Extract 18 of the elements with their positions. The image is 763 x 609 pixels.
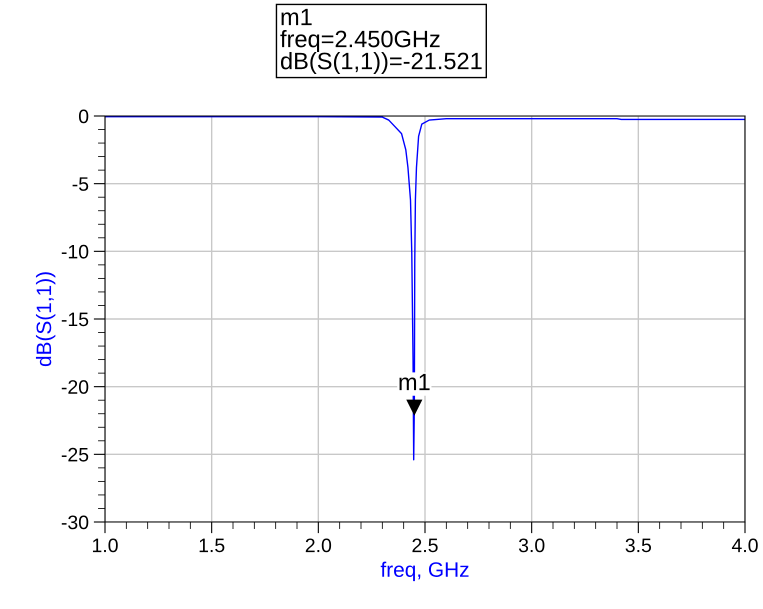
annotation: m1 xyxy=(400,374,430,390)
y-tick-label: -20 xyxy=(62,380,88,394)
y-tick-label: -25 xyxy=(62,448,88,462)
y-tick-label: -5 xyxy=(72,177,88,191)
y-tick-label: -10 xyxy=(62,244,88,259)
x-tick-label: 3.5 xyxy=(626,538,652,552)
x-tick-label: 1.0 xyxy=(92,538,118,552)
x-tick-label: 2.5 xyxy=(412,538,438,552)
x-tick-label: 3.0 xyxy=(518,538,544,552)
x-axis-title: freq, GHz xyxy=(380,562,469,582)
x-tick-label: 1.5 xyxy=(200,538,224,552)
x-tick-label: 2.0 xyxy=(306,538,332,552)
y-tick-label: -30 xyxy=(62,515,88,530)
text: m1 freq=2.450GHz dB(S(1,1))=-21.521 xyxy=(280,8,482,74)
y-tick-label: 0 xyxy=(78,109,88,124)
x-tick-label: 4.0 xyxy=(732,538,758,552)
y-tick-label: -15 xyxy=(62,312,88,326)
y-axis-title: dB(S(1,1)) xyxy=(36,272,56,366)
